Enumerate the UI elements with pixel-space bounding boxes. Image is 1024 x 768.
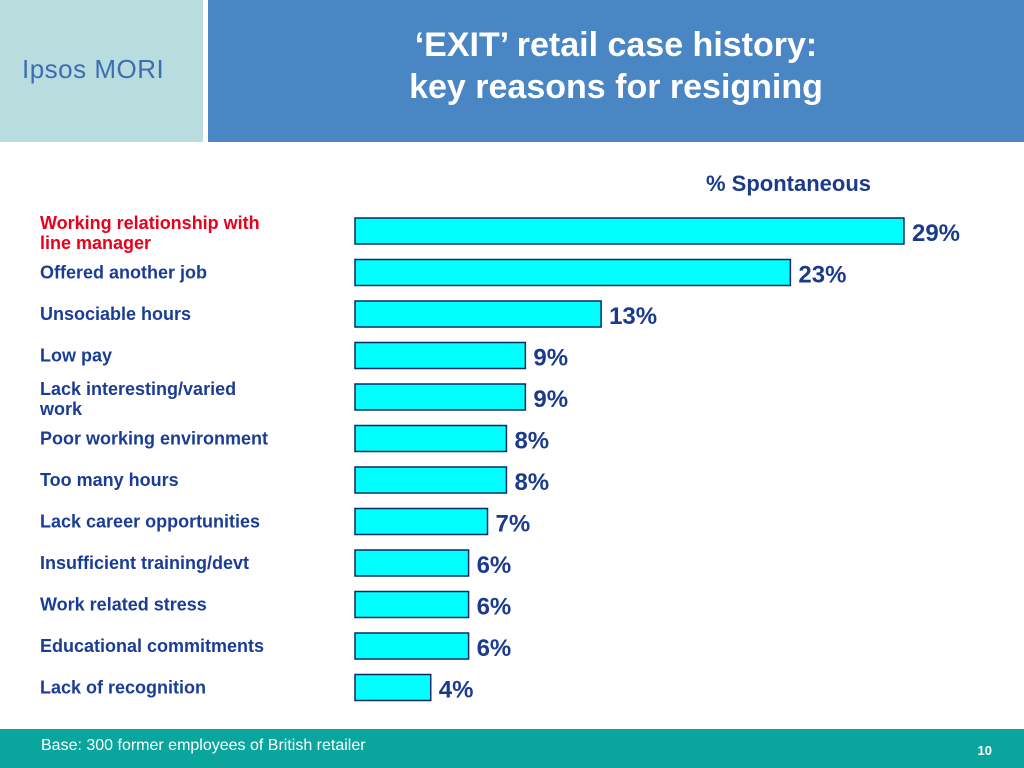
ipsos-mori-logo: Ipsos MORI	[22, 54, 165, 84]
bar	[354, 258, 792, 287]
page-number: 10	[977, 743, 992, 758]
bar-row: 6% Educational commitments	[40, 632, 512, 662]
bar-row: 13% Unsociable hours	[40, 300, 657, 330]
bar-value-label: 8%	[514, 469, 549, 496]
category-label: Too many hours	[40, 470, 179, 490]
bar-row: 29% Working relationship with line manager	[40, 213, 960, 253]
bar-row: 4% Lack of recognition	[40, 673, 474, 704]
bar-value-label: 13%	[609, 303, 657, 330]
slide-title-line-1: ‘EXIT’ retail case history:	[414, 26, 818, 64]
series-label: % Spontaneous	[706, 171, 871, 196]
bar-value-label: 4%	[439, 677, 474, 704]
category-label: Offered another job	[40, 263, 207, 283]
bar-row: 8% Poor working environment	[40, 424, 549, 455]
category-label-line: Educational commitments	[40, 636, 264, 656]
logo-panel: Ipsos MORI	[0, 0, 203, 142]
bar-row: 7% Lack career opportunities	[40, 507, 531, 538]
bar-row: 6% Insufficient training/devt	[40, 549, 512, 579]
bar-row: 6% Work related stress	[40, 590, 512, 621]
category-label-line: Lack of recognition	[40, 678, 206, 698]
bar-value-label: 6%	[477, 552, 512, 579]
bar	[354, 466, 508, 494]
bar-value-label: 8%	[514, 428, 549, 455]
slide-footer: Base: 300 former employees of British re…	[0, 729, 1024, 768]
bar-row: 23% Offered another job	[40, 258, 846, 289]
category-label-line: Unsociable hours	[40, 304, 191, 324]
category-label-line: line manager	[40, 233, 151, 253]
bar-row: 9% Lack interesting/varied work	[39, 379, 568, 419]
category-label-line: work	[39, 399, 83, 419]
title-panel: ‘EXIT’ retail case history: key reasons …	[208, 0, 1024, 142]
bar	[354, 424, 508, 453]
category-label-line: Work related stress	[40, 595, 207, 615]
category-label: Insufficient training/devt	[40, 553, 249, 573]
category-label-line: Offered another job	[40, 263, 207, 283]
bar-value-label: 23%	[798, 262, 846, 289]
bar-value-label: 9%	[533, 386, 568, 413]
category-label-line: Poor working environment	[40, 429, 268, 449]
bar	[354, 383, 527, 411]
slide-title-line-2: key reasons for resigning	[409, 68, 823, 106]
base-note: Base: 300 former employees of British re…	[41, 737, 366, 754]
category-label: Working relationship with line manager	[40, 213, 260, 253]
bar-value-label: 9%	[533, 345, 568, 372]
bar	[354, 549, 470, 577]
slide-title: ‘EXIT’ retail case history: key reasons …	[208, 24, 1024, 108]
category-label-line: Low pay	[40, 346, 112, 366]
bar	[354, 300, 602, 328]
category-label: Low pay	[40, 346, 112, 366]
category-label: Lack interesting/varied work	[39, 379, 236, 419]
category-label: Poor working environment	[40, 429, 268, 449]
bar-value-label: 6%	[477, 635, 512, 662]
category-label-line: Too many hours	[40, 470, 179, 490]
bar-value-label: 6%	[477, 594, 512, 621]
bar	[354, 590, 470, 619]
category-label: Unsociable hours	[40, 304, 191, 324]
bar-value-label: 7%	[496, 511, 531, 538]
bar-chart: % Spontaneous 29% Working relationship wit…	[39, 171, 960, 704]
bar-row: 8% Too many hours	[40, 466, 549, 496]
bar	[354, 341, 527, 370]
category-label-line: Lack interesting/varied	[40, 379, 236, 399]
bar	[354, 673, 432, 702]
bar	[354, 217, 905, 245]
bar-row: 9% Low pay	[40, 341, 568, 372]
category-label: Work related stress	[40, 595, 207, 615]
category-label-line: Lack career opportunities	[40, 512, 260, 532]
category-label: Lack career opportunities	[40, 512, 260, 532]
slide-header: Ipsos MORI ‘EXIT’ retail case history: k…	[0, 0, 1024, 142]
category-label-line: Insufficient training/devt	[40, 553, 249, 573]
category-label: Educational commitments	[40, 636, 264, 656]
category-label-line: Working relationship with	[40, 213, 260, 233]
bar-value-label: 29%	[912, 220, 960, 247]
bar	[354, 507, 489, 536]
category-label: Lack of recognition	[40, 678, 206, 698]
bar	[354, 632, 470, 660]
